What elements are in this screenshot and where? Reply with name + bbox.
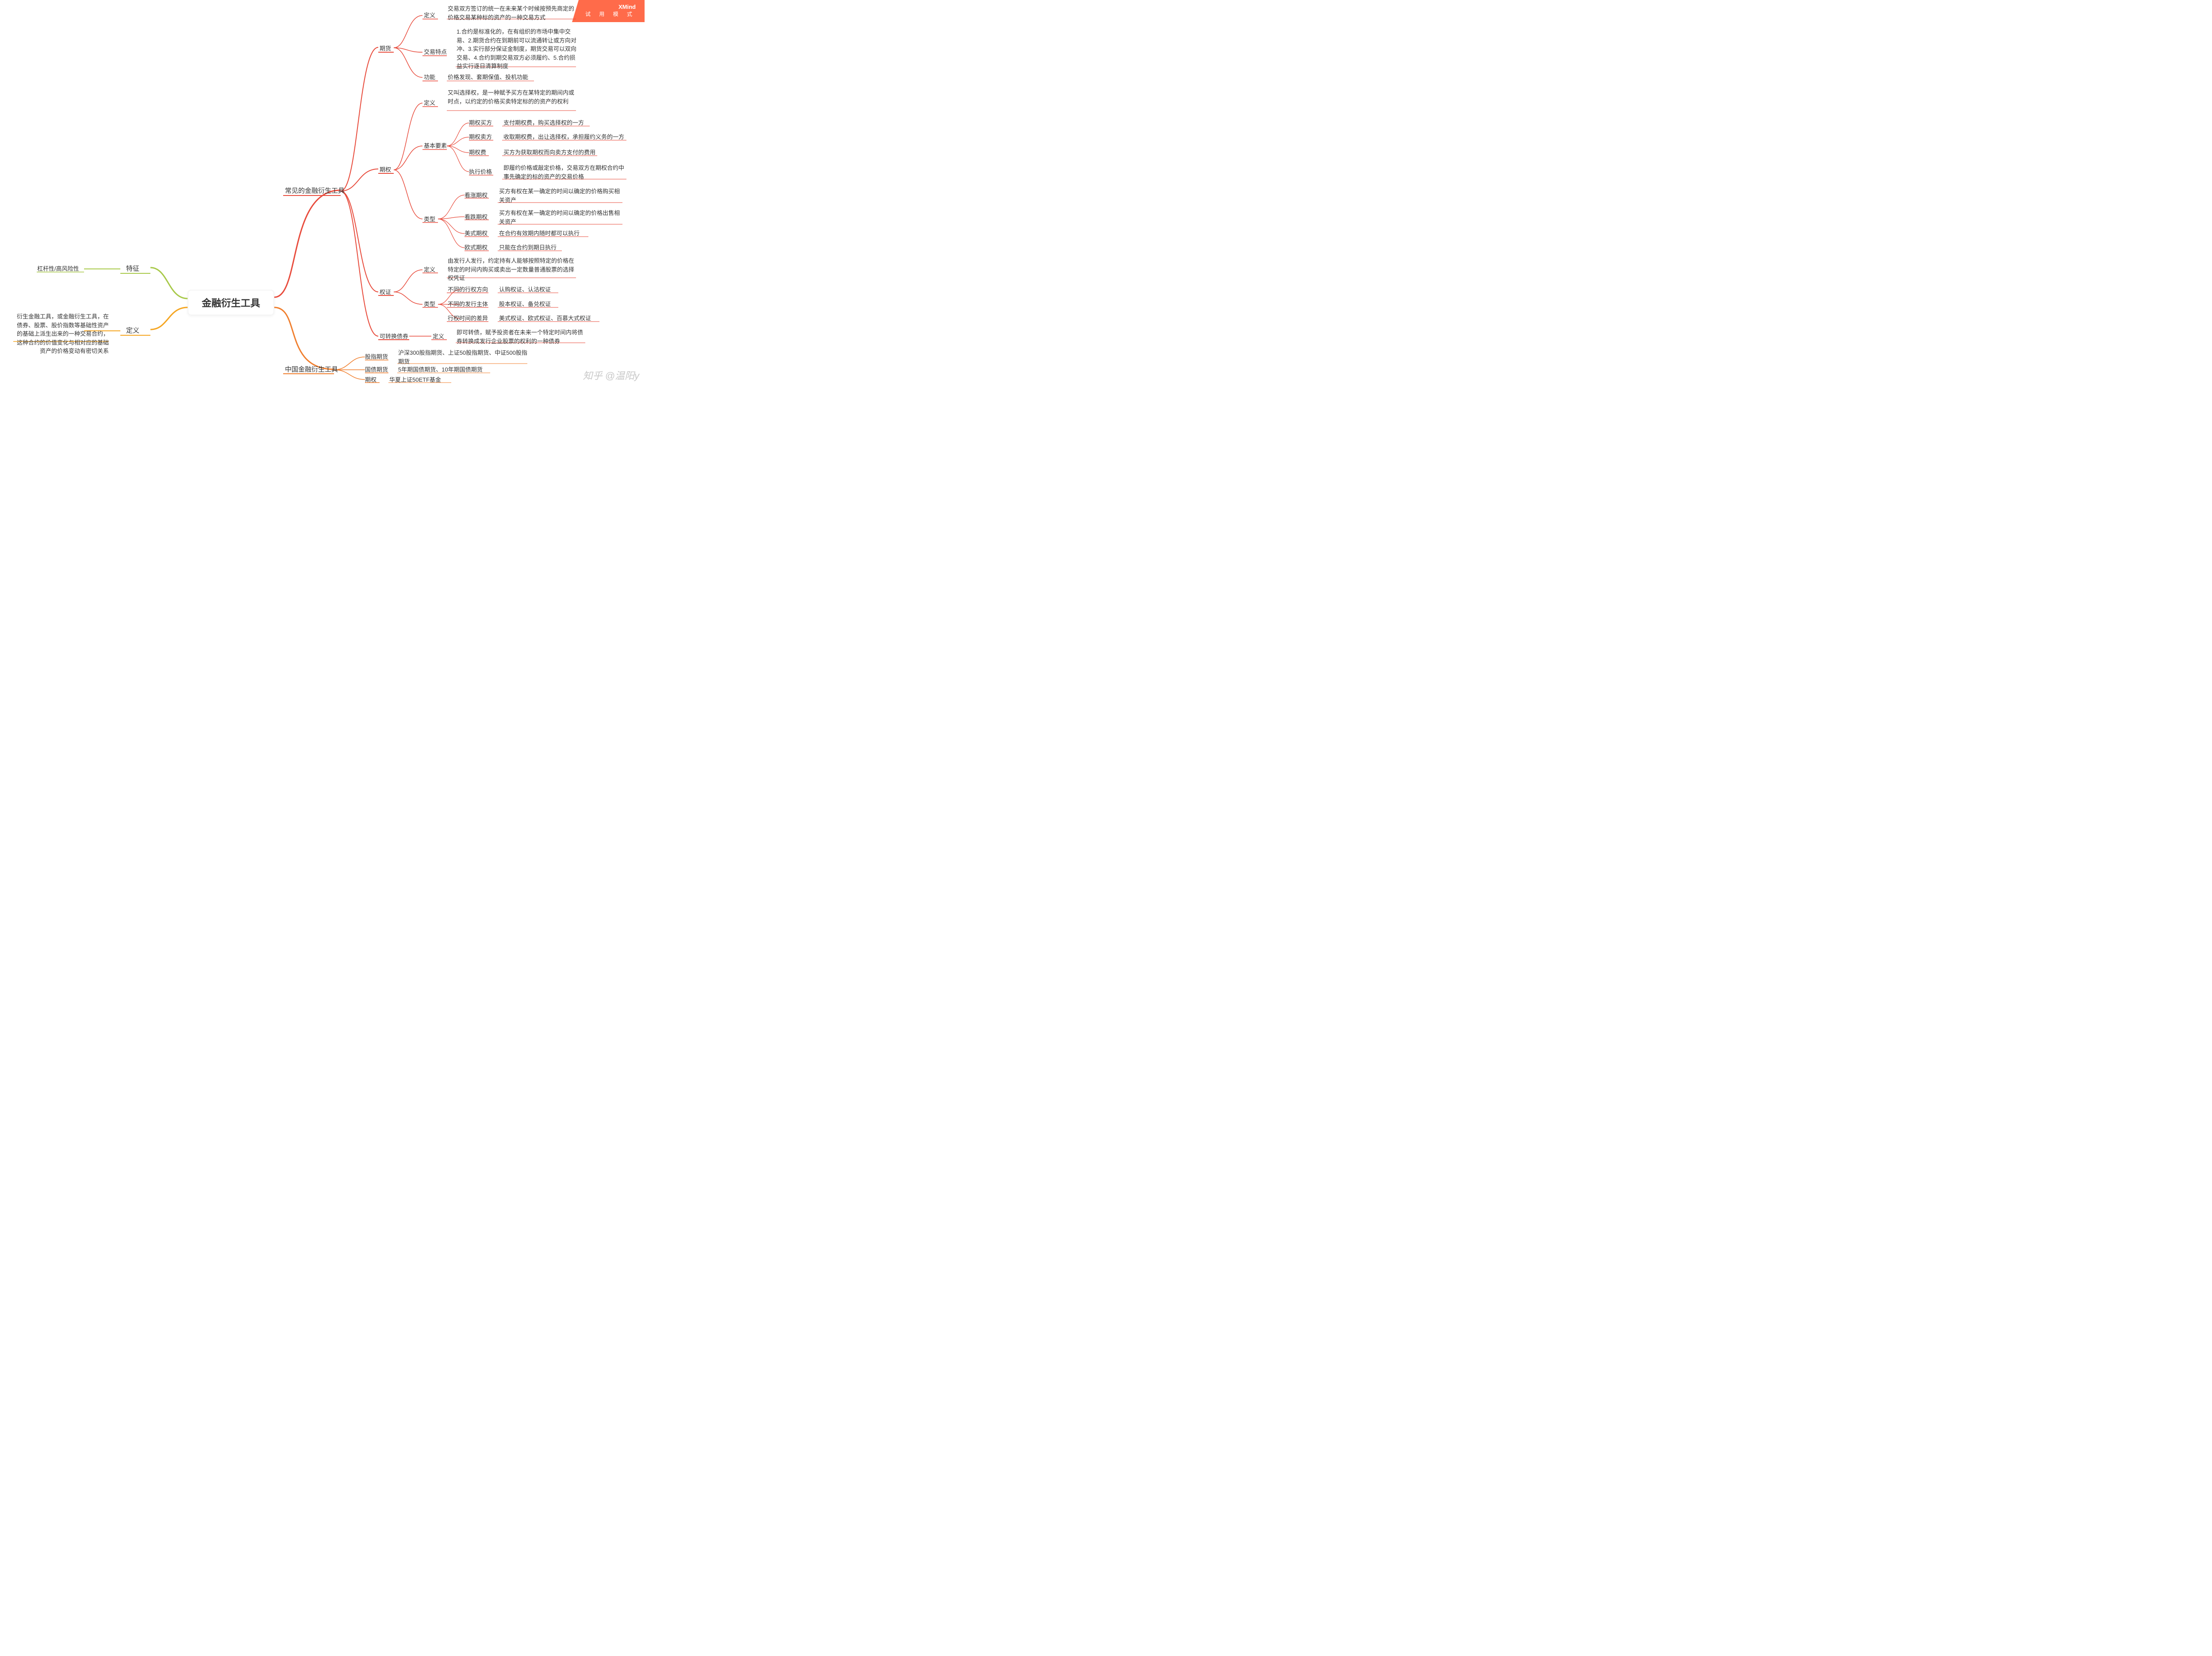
node-warrant-types[interactable]: 类型 [424, 300, 435, 309]
leaf-futures-feat[interactable]: 1.合约是标准化的，在有组织的市场中集中交易、2.期货合约在到期前可以流通转让或… [457, 27, 577, 71]
node-call-k[interactable]: 看涨期权 [465, 191, 488, 200]
node-put-k[interactable]: 看跌期权 [465, 213, 488, 222]
node-option-types[interactable]: 类型 [424, 215, 435, 224]
node-european-k[interactable]: 欧式期权 [465, 243, 488, 252]
node-futures-feat-k[interactable]: 交易特点 [424, 48, 447, 57]
leaf-futures-def[interactable]: 交易双方签订的统一在未来某个时候按预先商定的价格交易某种标的资产的一种交易方式 [448, 4, 576, 22]
leaf-index-futures[interactable]: 沪深300股指期货、上证50股指期货、中证500股指期货 [398, 349, 529, 366]
node-seller-k[interactable]: 期权卖方 [469, 133, 492, 142]
node-wtime-k[interactable]: 行权时间的差异 [448, 314, 488, 323]
node-futures[interactable]: 期货 [380, 44, 391, 53]
leaf-convertible-def[interactable]: 即可转债，赋予投资者在未来一个特定时间内将债券转换成发行企业股票的权利的一种债券 [457, 328, 585, 345]
node-warrant[interactable]: 权证 [380, 288, 391, 297]
node-bond-futures-k[interactable]: 国债期货 [365, 365, 388, 374]
node-options-def-k[interactable]: 定义 [424, 99, 435, 107]
badge-line2: 试 用 模 式 [585, 10, 636, 18]
leaf-wissuer[interactable]: 股本权证、备兑权证 [499, 300, 551, 309]
node-china[interactable]: 中国金融衍生工具 [285, 365, 338, 375]
leaf-american[interactable]: 在合约有效期内随时都可以执行 [499, 229, 580, 238]
leaf-definition[interactable]: 衍生金融工具，或金融衍生工具，在债券、股票、股价指数等基础性资产的基础上派生出来… [13, 312, 109, 356]
node-elements[interactable]: 基本要素 [424, 142, 447, 150]
node-wissuer-k[interactable]: 不同的发行主体 [448, 300, 488, 309]
node-warrant-def-k[interactable]: 定义 [424, 265, 435, 274]
node-buyer-k[interactable]: 期权买方 [469, 119, 492, 127]
leaf-call[interactable]: 买方有权在某一确定的时间以确定的价格购买相关资产 [499, 187, 623, 204]
node-convertible-def-k[interactable]: 定义 [433, 332, 444, 341]
leaf-bond-futures[interactable]: 5年期国债期货、10年期国债期货 [398, 365, 483, 374]
leaf-put[interactable]: 买方有权在某一确定的时间以确定的价格出售相关资产 [499, 209, 623, 226]
node-definition[interactable]: 定义 [126, 326, 139, 336]
leaf-wtime[interactable]: 美式权证、欧式权证、百慕大式权证 [499, 314, 591, 323]
leaf-futures-func[interactable]: 价格发现、套期保值、投机功能 [448, 73, 528, 82]
node-futures-def-k[interactable]: 定义 [424, 11, 435, 20]
leaf-options-def[interactable]: 又叫选择权，是一种赋予买方在某特定的期间内或时点，以约定的价格买卖特定标的的资产… [448, 88, 576, 106]
node-index-futures-k[interactable]: 股指期货 [365, 353, 388, 361]
node-feature[interactable]: 特征 [126, 264, 139, 274]
leaf-warrant-def[interactable]: 由发行人发行，约定持有人能够按照特定的价格在特定的时间内购买或卖出一定数量普通股… [448, 257, 576, 283]
node-convertible[interactable]: 可转换债券 [380, 332, 408, 341]
xmind-badge: XMind 试 用 模 式 [572, 0, 645, 22]
badge-line1: XMind [585, 4, 636, 10]
leaf-buyer[interactable]: 支付期权费，购买选择权的一方 [503, 119, 584, 127]
leaf-wdir[interactable]: 认购权证、认沽权证 [499, 285, 551, 294]
leaf-feature[interactable]: 杠杆性/高风险性 [37, 264, 79, 273]
leaf-seller[interactable]: 收取期权费，出让选择权，承担履约义务的一方 [503, 133, 624, 142]
center-topic[interactable]: 金融衍生工具 [188, 290, 274, 315]
node-common[interactable]: 常见的金融衍生工具 [285, 186, 345, 196]
node-futures-func-k[interactable]: 功能 [424, 73, 435, 82]
node-china-options-k[interactable]: 期权 [365, 376, 376, 384]
leaf-strike[interactable]: 即履约价格或敲定价格，交易双方在期权合约中事先确定的标的资产的交易价格 [503, 164, 627, 181]
leaf-fee[interactable]: 买方为获取期权而向卖方支付的费用 [503, 148, 595, 157]
node-american-k[interactable]: 美式期权 [465, 229, 488, 238]
center-label: 金融衍生工具 [202, 295, 260, 310]
leaf-european[interactable]: 只能在合约到期日执行 [499, 243, 557, 252]
node-options[interactable]: 期权 [380, 165, 391, 174]
node-wdir-k[interactable]: 不同的行权方向 [448, 285, 488, 294]
watermark: 知乎 @温阳y [583, 368, 639, 382]
node-fee-k[interactable]: 期权费 [469, 148, 486, 157]
leaf-china-options[interactable]: 华夏上证50ETF基金 [389, 376, 441, 384]
node-strike-k[interactable]: 执行价格 [469, 168, 492, 176]
